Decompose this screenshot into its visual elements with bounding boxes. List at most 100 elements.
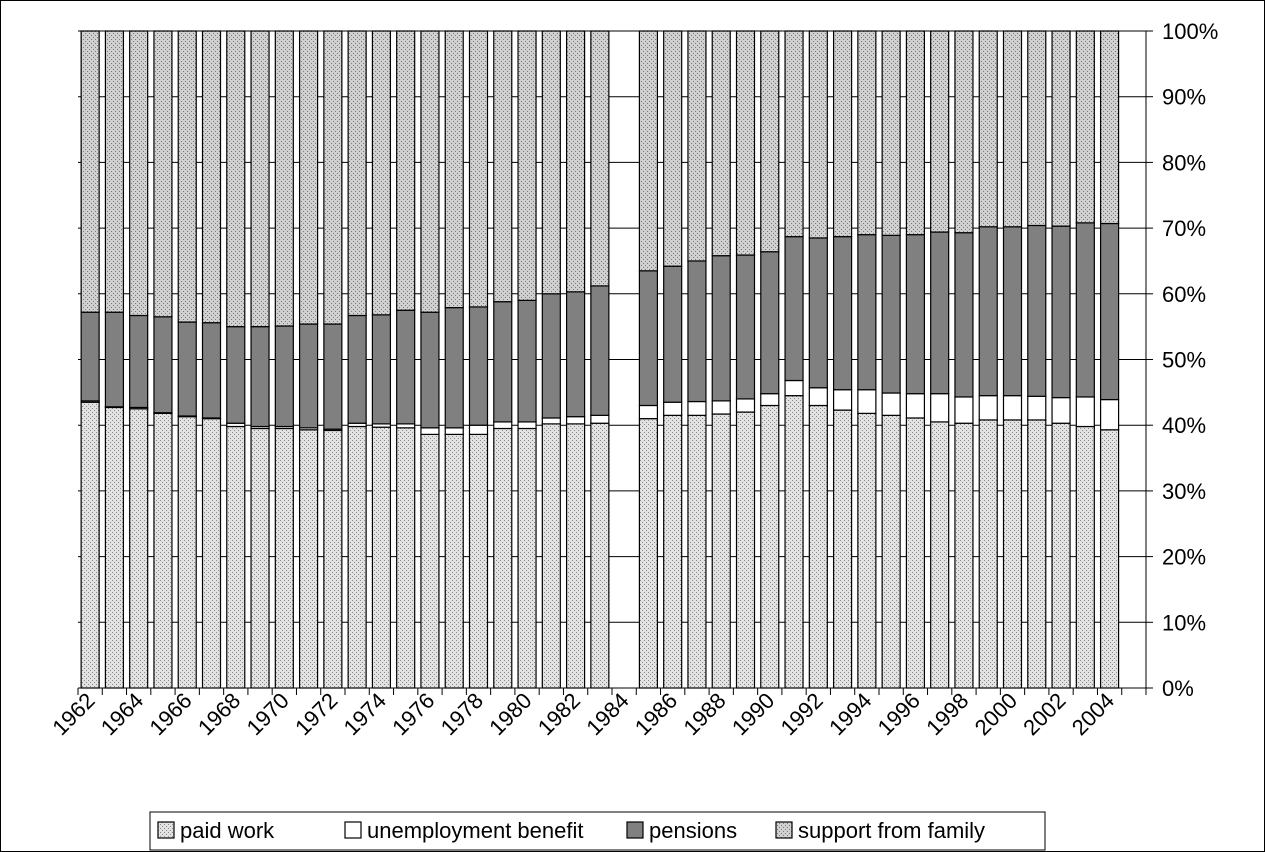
bar-segment-support-from-family-1994 — [857, 30, 877, 236]
bar-segment-support-from-family-1987 — [687, 30, 707, 262]
bar-segment-support-from-family-1981 — [541, 30, 561, 295]
bar-segment-support-from-family-1983 — [590, 30, 610, 287]
y-tick-label: 100% — [1162, 19, 1218, 44]
bar-segment-support-from-family-1998 — [954, 30, 974, 234]
bar-segment-pensions-1973 — [347, 314, 367, 424]
bar-segment-support-from-family-1968 — [226, 30, 246, 328]
bar-segment-pensions-1980 — [517, 299, 537, 423]
x-tick-label: 1968 — [193, 688, 245, 740]
bar-segment-support-from-family-1967 — [201, 30, 222, 324]
bar-segment-paid-work-2004 — [1099, 429, 1120, 689]
bar-segment-paid-work-1986 — [663, 414, 683, 689]
bar-segment-support-from-family-2003 — [1075, 30, 1095, 224]
bar-segment-support-from-family-1999 — [978, 30, 998, 228]
bar-segment-pensions-1968 — [226, 326, 246, 424]
bar-segment-unemployment-benefit-2001 — [1027, 395, 1047, 421]
bar-segment-paid-work-1970 — [274, 427, 294, 689]
bar-segment-support-from-family-1992 — [808, 30, 828, 239]
bar-segment-paid-work-1965 — [153, 412, 173, 689]
bar-segment-unemployment-benefit-1980 — [517, 421, 537, 430]
bar-segment-pensions-1987 — [687, 260, 707, 403]
bar-segment-pensions-1991 — [784, 236, 804, 382]
bar-segment-support-from-family-2004 — [1099, 30, 1120, 225]
bar-segment-unemployment-benefit-2002 — [1051, 397, 1071, 424]
bar-segment-paid-work-2003 — [1075, 425, 1095, 689]
bar-segment-paid-work-1983 — [590, 422, 610, 689]
bar-segment-unemployment-benefit-1985 — [638, 404, 659, 420]
legend-box — [149, 811, 1046, 851]
bar-segment-paid-work-2000 — [1002, 419, 1023, 689]
bar-segment-support-from-family-1962 — [80, 30, 100, 313]
bar-segment-pensions-2000 — [1002, 226, 1023, 397]
x-tick-label: 1962 — [47, 688, 99, 740]
bar-segment-unemployment-benefit-2003 — [1075, 396, 1095, 428]
bar-segment-pensions-2004 — [1099, 222, 1120, 401]
bar-segment-paid-work-1995 — [881, 414, 901, 689]
bar-segment-unemployment-benefit-1996 — [905, 393, 926, 419]
bar-segment-paid-work-1969 — [250, 427, 270, 689]
x-tick-label: 1976 — [387, 688, 439, 740]
x-tick-label: 2000 — [970, 688, 1022, 740]
bar-segment-unemployment-benefit-2004 — [1099, 398, 1120, 431]
bar-segment-paid-work-1968 — [226, 425, 246, 689]
bar-segment-unemployment-benefit-1981 — [541, 417, 561, 425]
bar-segment-support-from-family-1969 — [250, 30, 270, 328]
bar-segment-support-from-family-1975 — [396, 30, 416, 311]
bar-segment-pensions-1985 — [638, 270, 659, 407]
x-tick-label: 1988 — [678, 688, 730, 740]
bar-segment-pensions-2001 — [1027, 224, 1047, 397]
bar-segment-unemployment-benefit-1990 — [760, 393, 780, 407]
x-tick-label: 1972 — [290, 688, 342, 740]
bar-segment-paid-work-1966 — [177, 416, 197, 689]
legend-swatch-unemployment-benefit — [344, 821, 362, 839]
bar-segment-pensions-2002 — [1051, 225, 1071, 399]
bar-segment-pensions-1995 — [881, 234, 901, 394]
bar-segment-support-from-family-2002 — [1051, 30, 1071, 227]
bar-segment-pensions-1979 — [493, 301, 513, 423]
bar-segment-unemployment-benefit-1979 — [493, 421, 513, 430]
bar-segment-unemployment-benefit-1992 — [808, 387, 828, 407]
x-tick-label: 1982 — [533, 688, 585, 740]
bar-segment-paid-work-1997 — [930, 421, 950, 689]
bar-segment-paid-work-1967 — [201, 418, 222, 689]
bar-segment-paid-work-2001 — [1027, 419, 1047, 689]
x-tick-label: 1966 — [144, 688, 196, 740]
bar-segment-support-from-family-1979 — [493, 30, 513, 303]
bar-segment-support-from-family-1970 — [274, 30, 294, 327]
bar-segment-support-from-family-1995 — [881, 30, 901, 236]
y-tick-label: 0% — [1162, 676, 1194, 701]
bar-segment-support-from-family-1974 — [371, 30, 392, 316]
bar-segment-pensions-1994 — [857, 234, 877, 391]
bar-segment-paid-work-1980 — [517, 427, 537, 689]
bar-segment-unemployment-benefit-1994 — [857, 389, 877, 414]
bar-segment-paid-work-1981 — [541, 423, 561, 689]
bar-segment-unemployment-benefit-1978 — [468, 424, 489, 435]
bar-segment-paid-work-1998 — [954, 422, 974, 689]
bar-segment-pensions-1964 — [129, 314, 149, 409]
y-tick-label: 50% — [1162, 348, 1206, 373]
bar-segment-unemployment-benefit-1989 — [735, 398, 756, 413]
bar-segment-paid-work-1962 — [80, 401, 100, 689]
bar-segment-support-from-family-1972 — [323, 30, 343, 325]
y-tick-label: 60% — [1162, 282, 1206, 307]
bar-segment-pensions-1966 — [177, 321, 197, 417]
bar-segment-paid-work-1992 — [808, 404, 828, 689]
bar-segment-paid-work-1978 — [468, 433, 489, 689]
x-tick-label: 1994 — [824, 688, 876, 740]
legend-swatch-pensions — [626, 821, 644, 839]
y-tick-label: 10% — [1162, 610, 1206, 635]
bar-segment-support-from-family-1971 — [298, 30, 319, 325]
bar-segment-paid-work-1975 — [396, 427, 416, 689]
bar-segment-support-from-family-1973 — [347, 30, 367, 317]
bar-segment-support-from-family-1963 — [104, 30, 125, 313]
bar-segment-unemployment-benefit-1998 — [954, 396, 974, 424]
bar-segment-pensions-1988 — [711, 255, 731, 402]
bar-segment-unemployment-benefit-1982 — [565, 416, 586, 425]
bar-segment-paid-work-1993 — [832, 409, 853, 689]
bar-segment-pensions-1976 — [420, 311, 440, 429]
bar-segment-paid-work-1996 — [905, 417, 926, 689]
bar-segment-support-from-family-1980 — [517, 30, 537, 301]
bar-segment-pensions-1971 — [298, 323, 319, 429]
bar-segment-support-from-family-1990 — [760, 30, 780, 253]
